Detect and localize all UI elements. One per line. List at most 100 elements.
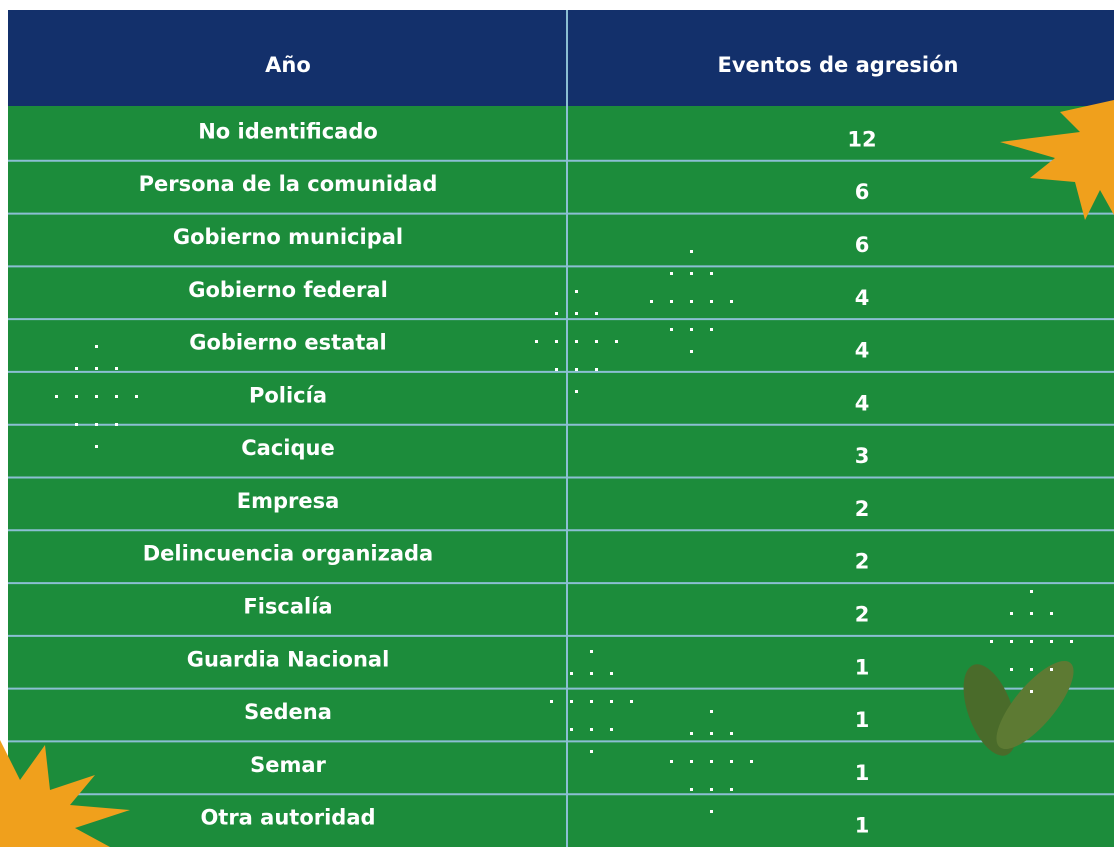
dot — [1010, 668, 1013, 671]
cell: 1 — [855, 761, 870, 785]
dot — [1050, 668, 1053, 671]
cell: Gobierno federal — [188, 278, 388, 302]
dot — [575, 290, 578, 293]
dot — [1070, 640, 1073, 643]
dot — [610, 672, 613, 675]
dot — [710, 300, 713, 303]
dots — [55, 250, 1073, 813]
dot — [575, 312, 578, 315]
starburst — [1000, 100, 1114, 220]
dot — [115, 395, 118, 398]
dot — [575, 340, 578, 343]
cell: Fiscalía — [243, 594, 332, 618]
dot — [575, 368, 578, 371]
dot — [1030, 690, 1033, 693]
dot — [690, 788, 693, 791]
dot — [555, 368, 558, 371]
dot — [615, 340, 618, 343]
dot — [670, 328, 673, 331]
cell: 1 — [855, 708, 870, 732]
cell: 4 — [855, 286, 870, 310]
dot — [690, 350, 693, 353]
header-row — [8, 10, 1114, 106]
cell: Empresa — [237, 489, 340, 513]
dot — [710, 810, 713, 813]
dot — [590, 728, 593, 731]
cell: 4 — [855, 339, 870, 363]
cell: Policía — [249, 383, 327, 407]
dot — [1010, 612, 1013, 615]
cell: 6 — [855, 180, 870, 204]
dot — [590, 672, 593, 675]
dot — [570, 700, 573, 703]
dot — [690, 328, 693, 331]
dot — [730, 760, 733, 763]
dot — [730, 732, 733, 735]
cell: Gobierno estatal — [189, 331, 387, 355]
cell: Sedena — [244, 700, 332, 724]
dot — [570, 672, 573, 675]
cell: 2 — [855, 497, 870, 521]
cell: Semar — [250, 753, 326, 777]
dot — [730, 300, 733, 303]
dot — [710, 710, 713, 713]
dot — [1030, 640, 1033, 643]
dot — [590, 750, 593, 753]
dot — [690, 760, 693, 763]
cell: Persona de la comunidad — [139, 172, 438, 196]
cell: 1 — [855, 814, 870, 838]
dot — [115, 367, 118, 370]
cell: 3 — [855, 444, 870, 468]
dot — [1030, 612, 1033, 615]
dot — [95, 395, 98, 398]
dot — [95, 367, 98, 370]
dot — [1030, 668, 1033, 671]
dot — [535, 340, 538, 343]
dot — [1010, 640, 1013, 643]
cell: 4 — [855, 391, 870, 415]
dot — [75, 395, 78, 398]
dot — [1050, 640, 1053, 643]
dot — [650, 300, 653, 303]
dot — [95, 345, 98, 348]
dot — [710, 788, 713, 791]
dot — [95, 423, 98, 426]
dot — [690, 272, 693, 275]
dot — [630, 700, 633, 703]
dot — [670, 760, 673, 763]
dot — [730, 788, 733, 791]
dot — [710, 732, 713, 735]
dot — [610, 700, 613, 703]
dot — [750, 760, 753, 763]
dot — [710, 760, 713, 763]
cell: 2 — [855, 602, 870, 626]
dot — [575, 390, 578, 393]
starburst — [0, 740, 130, 847]
dot — [670, 272, 673, 275]
dot — [555, 312, 558, 315]
cell: Gobierno municipal — [173, 225, 403, 249]
dot — [1030, 590, 1033, 593]
cell: Cacique — [241, 436, 334, 460]
dot — [590, 650, 593, 653]
cell: 1 — [855, 655, 870, 679]
cell: 12 — [847, 127, 876, 151]
dot — [555, 340, 558, 343]
dot — [670, 300, 673, 303]
leaf — [963, 660, 1074, 756]
dot — [710, 328, 713, 331]
dot — [595, 340, 598, 343]
dot — [75, 367, 78, 370]
dot — [135, 395, 138, 398]
dot — [55, 395, 58, 398]
dot — [690, 300, 693, 303]
dot — [690, 732, 693, 735]
cell: Guardia Nacional — [187, 647, 390, 671]
dot — [570, 728, 573, 731]
header-cell: Año — [265, 53, 311, 77]
cell: Delincuencia organizada — [143, 542, 433, 566]
dot — [690, 250, 693, 253]
